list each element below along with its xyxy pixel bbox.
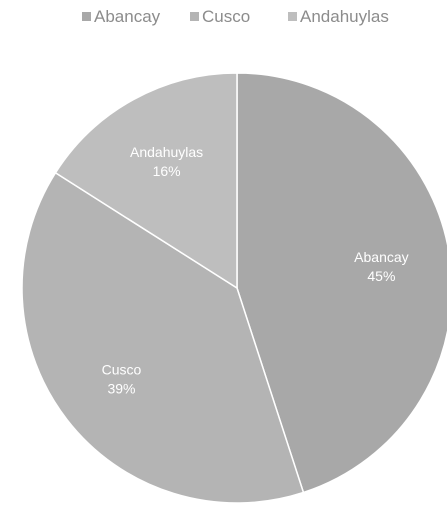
pie-slice-andahuylas bbox=[54, 72, 238, 290]
legend-item-abancay: Abancay bbox=[82, 7, 161, 26]
pie-slices bbox=[21, 72, 447, 504]
pie-slice-abancay bbox=[236, 72, 447, 494]
legend-swatch-abancay bbox=[82, 12, 91, 21]
slice-labels: Abancay 45% Cusco 39% Andahuylas 16% bbox=[102, 144, 409, 397]
slice-category-label-andahuylas: Andahuylas bbox=[130, 144, 203, 160]
legend-swatch-andahuylas bbox=[288, 12, 297, 21]
slice-category-label-cusco: Cusco bbox=[102, 362, 142, 378]
legend-swatch-cusco bbox=[190, 12, 199, 21]
legend-label-cusco: Cusco bbox=[202, 7, 250, 26]
slice-percent-label-cusco: 39% bbox=[107, 381, 135, 397]
pie-slice-cusco bbox=[21, 171, 305, 504]
slice-percent-label-andahuylas: 16% bbox=[153, 163, 181, 179]
legend-item-andahuylas: Andahuylas bbox=[288, 7, 389, 26]
legend-label-andahuylas: Andahuylas bbox=[300, 7, 389, 26]
slice-category-label-abancay: Abancay bbox=[354, 249, 408, 265]
legend-item-cusco: Cusco bbox=[190, 7, 250, 26]
legend-label-abancay: Abancay bbox=[94, 7, 161, 26]
legend: Abancay Cusco Andahuylas bbox=[82, 7, 389, 26]
slice-percent-label-abancay: 45% bbox=[367, 268, 395, 284]
